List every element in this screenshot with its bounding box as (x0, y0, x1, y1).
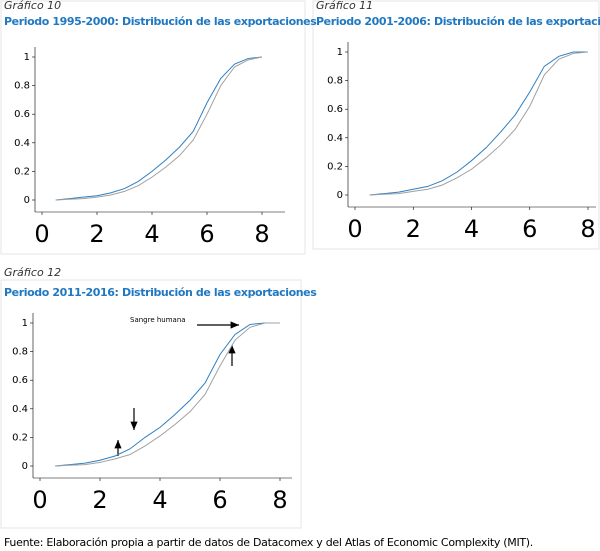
x-tick-label: 0 (32, 486, 47, 514)
x-tick-label: 0 (34, 220, 49, 248)
panel (312, 0, 600, 250)
y-tick-label: 1 (337, 47, 343, 58)
series-line (369, 51, 588, 196)
series-line (369, 51, 589, 196)
y-tick-label: 0 (22, 461, 28, 472)
y-tick-label: 0.2 (12, 432, 28, 443)
x-tick-label: 8 (272, 486, 287, 514)
x-tick-label: 8 (580, 215, 595, 243)
chart-title: Periodo 2011-2016: Distribución de las e… (4, 286, 317, 299)
y-tick-label: 0.4 (12, 404, 28, 415)
y-tick-label: 0.2 (14, 166, 30, 177)
x-tick-label: 6 (522, 215, 537, 243)
y-tick-label: 0 (337, 190, 343, 201)
x-tick-label: 6 (199, 220, 214, 248)
panel (0, 279, 302, 529)
y-tick-label: 0.6 (327, 104, 343, 115)
chart-title: Periodo 1995-2000: Distribución de las e… (4, 15, 317, 28)
x-tick-label: 2 (89, 220, 104, 248)
x-tick-label: 4 (152, 486, 167, 514)
y-tick-label: 0.6 (14, 109, 30, 120)
footer: Fuente: Elaboración propia a partir de d… (4, 536, 533, 549)
x-tick-label: 4 (464, 215, 479, 243)
y-tick-label: 0.8 (327, 76, 343, 87)
y-tick-label: 0.4 (327, 133, 343, 144)
series-line (54, 322, 280, 467)
x-tick-label: 4 (144, 220, 159, 248)
y-tick-label: 0.6 (12, 375, 28, 386)
x-tick-label: 8 (254, 220, 269, 248)
y-tick-label: 0.8 (14, 81, 30, 92)
y-tick-label: 0.8 (12, 347, 28, 358)
chart-caption: Gráfico 11 (316, 0, 373, 12)
annotation: Sangre humana (130, 316, 186, 324)
annotation-arrows (114, 321, 239, 456)
series-line (55, 56, 263, 201)
series-line (54, 322, 280, 467)
chart-title: Periodo 2001-2006: Distribución de las e… (316, 15, 600, 28)
y-tick-label: 0.2 (327, 161, 343, 172)
chart-caption: Gráfico 12 (4, 266, 61, 279)
x-tick-label: 2 (92, 486, 107, 514)
x-tick-label: 0 (347, 215, 362, 243)
x-tick-label: 6 (212, 486, 227, 514)
x-tick-label: 2 (406, 215, 421, 243)
y-tick-label: 1 (22, 318, 28, 329)
chart-caption: Gráfico 10 (4, 0, 61, 12)
panel (0, 0, 306, 255)
series-line (55, 56, 263, 201)
y-tick-label: 0 (24, 195, 30, 206)
y-tick-label: 1 (24, 52, 30, 63)
y-tick-label: 0.4 (14, 138, 30, 149)
